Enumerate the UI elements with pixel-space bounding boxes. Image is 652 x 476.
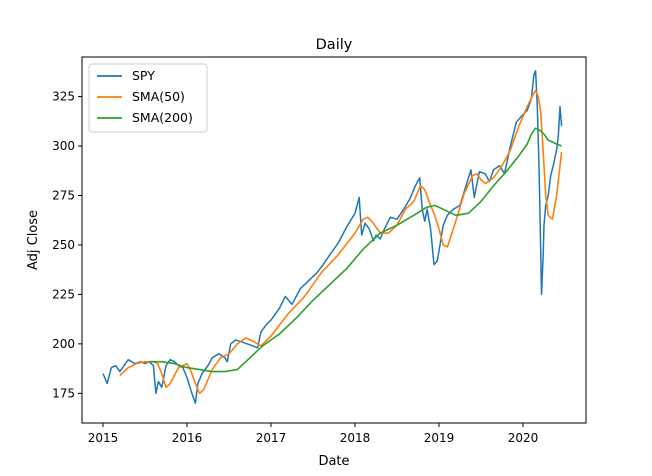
y-tick-label: 200 bbox=[52, 337, 75, 351]
y-axis-label: Adj Close bbox=[26, 210, 41, 270]
x-axis: 2015 2016 2017 2018 2019 2020 bbox=[88, 423, 539, 445]
series-line-sma-200 bbox=[149, 127, 562, 373]
series-line-sma-50 bbox=[119, 89, 563, 395]
legend-box bbox=[88, 63, 208, 133]
plot-frame bbox=[81, 56, 587, 424]
y-axis: 175 200 225 250 275 300 325 bbox=[52, 90, 82, 400]
y-tick-label: 300 bbox=[52, 139, 75, 153]
y-tick-label: 325 bbox=[52, 90, 75, 104]
x-axis-label: Date bbox=[318, 454, 349, 469]
x-tick-label: 2017 bbox=[256, 431, 287, 445]
chart-title: Daily bbox=[316, 37, 353, 53]
y-tick-label: 225 bbox=[52, 287, 75, 301]
y-tick-label: 250 bbox=[52, 238, 75, 252]
legend-label: SMA(200) bbox=[132, 110, 193, 125]
legend-label: SPY bbox=[132, 68, 155, 83]
y-tick-label: 275 bbox=[52, 188, 75, 202]
legend-label: SMA(50) bbox=[132, 89, 185, 104]
x-tick-label: 2019 bbox=[424, 431, 455, 445]
x-tick-label: 2016 bbox=[172, 431, 203, 445]
y-tick-label: 175 bbox=[52, 386, 75, 400]
x-tick-label: 2020 bbox=[508, 431, 539, 445]
x-tick-label: 2018 bbox=[340, 431, 371, 445]
legend: SPY SMA(50) SMA(200) bbox=[88, 63, 208, 133]
series-layer bbox=[102, 70, 563, 404]
x-tick-label: 2015 bbox=[88, 431, 119, 445]
